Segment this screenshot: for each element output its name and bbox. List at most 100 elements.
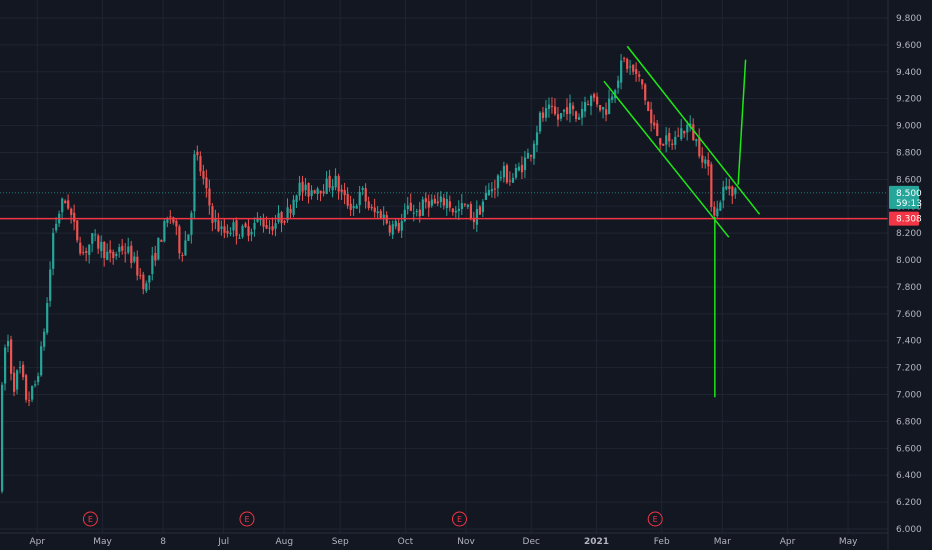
candle-body xyxy=(547,104,551,109)
candle-body xyxy=(559,113,563,119)
last-price-badge xyxy=(889,185,919,209)
earnings-label: E xyxy=(457,515,462,524)
candle-body xyxy=(499,177,503,179)
candle-body xyxy=(16,370,19,390)
candle-body xyxy=(490,189,494,192)
candle-body xyxy=(244,223,247,227)
candle-body xyxy=(412,212,415,214)
candle-body xyxy=(541,112,545,118)
price-tick-label: 9.400 xyxy=(896,68,922,78)
candle-body xyxy=(568,103,572,114)
candle-body xyxy=(460,203,463,209)
price-tick-label: 9.200 xyxy=(896,95,922,105)
candle-body xyxy=(127,246,130,253)
candle-body xyxy=(181,255,184,257)
candle-body xyxy=(514,168,518,178)
candle-body xyxy=(232,222,235,231)
candle-body xyxy=(734,188,737,195)
candle-body xyxy=(629,66,632,68)
candle-body xyxy=(481,201,485,213)
candle-body xyxy=(680,128,683,140)
last-price-label: 8.500 xyxy=(896,189,922,199)
candle-body xyxy=(707,160,710,167)
time-axis[interactable]: Apr May 8 Jul Aug Sep Oct Nov Dec 2021 Feb Mar Apr Ma… xyxy=(29,537,858,547)
candle-body xyxy=(262,219,265,227)
drawings[interactable] xyxy=(603,45,761,398)
candle-body xyxy=(722,187,725,201)
candle-body xyxy=(653,122,656,126)
earnings-label: E xyxy=(88,515,93,524)
drawing-projection-up[interactable] xyxy=(737,59,747,185)
candle-body xyxy=(316,188,319,194)
candle-body xyxy=(73,212,76,222)
candle-body xyxy=(602,107,605,110)
candle-body xyxy=(593,93,596,98)
candle-body xyxy=(433,198,436,204)
candle-body xyxy=(325,178,328,194)
price-tick-label: 8.200 xyxy=(896,229,922,239)
candle-body xyxy=(145,283,148,291)
candle-body xyxy=(133,256,136,262)
candle-body xyxy=(121,245,124,251)
candle-body xyxy=(358,191,361,206)
candle-body xyxy=(265,225,268,229)
drawing-channel-upper[interactable] xyxy=(626,45,761,215)
candle-body xyxy=(662,143,665,146)
candle-body xyxy=(406,205,409,210)
candle-body xyxy=(82,252,85,254)
candle-body xyxy=(106,251,109,260)
candle-body xyxy=(178,226,181,254)
candle-body xyxy=(94,234,97,236)
time-tick-label: May xyxy=(93,537,112,547)
candle-body xyxy=(142,274,145,290)
candle-body xyxy=(226,230,229,234)
price-tick-label: 7.600 xyxy=(896,310,922,320)
candle-body xyxy=(454,210,457,213)
candle-body xyxy=(535,132,539,146)
candle-body xyxy=(289,208,292,214)
candle-body xyxy=(608,98,611,114)
candle-body xyxy=(605,109,608,115)
candle-body xyxy=(13,372,16,392)
candle-body xyxy=(163,221,166,242)
candle-body xyxy=(692,124,695,141)
grid-lines xyxy=(0,0,888,533)
candle-body xyxy=(376,211,379,214)
candle-body xyxy=(136,256,139,276)
candle-body xyxy=(37,376,40,383)
candle-body xyxy=(253,222,256,230)
candle-body xyxy=(43,331,46,347)
candle-body xyxy=(523,157,527,171)
drawing-channel-lower[interactable] xyxy=(603,80,730,238)
candle-body xyxy=(277,213,280,222)
candle-body xyxy=(130,245,133,263)
candle-body xyxy=(91,233,94,244)
candle-body xyxy=(157,237,160,260)
candle-body xyxy=(256,217,259,222)
candle-body xyxy=(403,209,406,222)
candle-body xyxy=(346,194,349,206)
candle-body xyxy=(208,188,211,206)
price-axis[interactable]: 9.8009.6009.4009.2009.0008.8008.6008.400… xyxy=(896,14,922,535)
candle-body xyxy=(271,226,274,231)
candle-body xyxy=(659,138,662,145)
candle-body xyxy=(686,124,689,133)
candle-body xyxy=(70,208,73,215)
candle-body xyxy=(451,208,454,213)
candle-body xyxy=(55,223,58,231)
candle-body xyxy=(587,104,590,106)
candle-body xyxy=(322,191,325,194)
candle-body xyxy=(665,135,668,145)
candle-body xyxy=(478,206,482,215)
candle-body xyxy=(683,130,686,134)
candle-body xyxy=(79,242,82,254)
candle-body xyxy=(286,207,289,221)
candle-body xyxy=(118,247,121,252)
candle-body xyxy=(100,242,103,252)
candle-body xyxy=(337,176,340,192)
candle-body xyxy=(695,139,698,142)
candle-body xyxy=(620,60,623,83)
